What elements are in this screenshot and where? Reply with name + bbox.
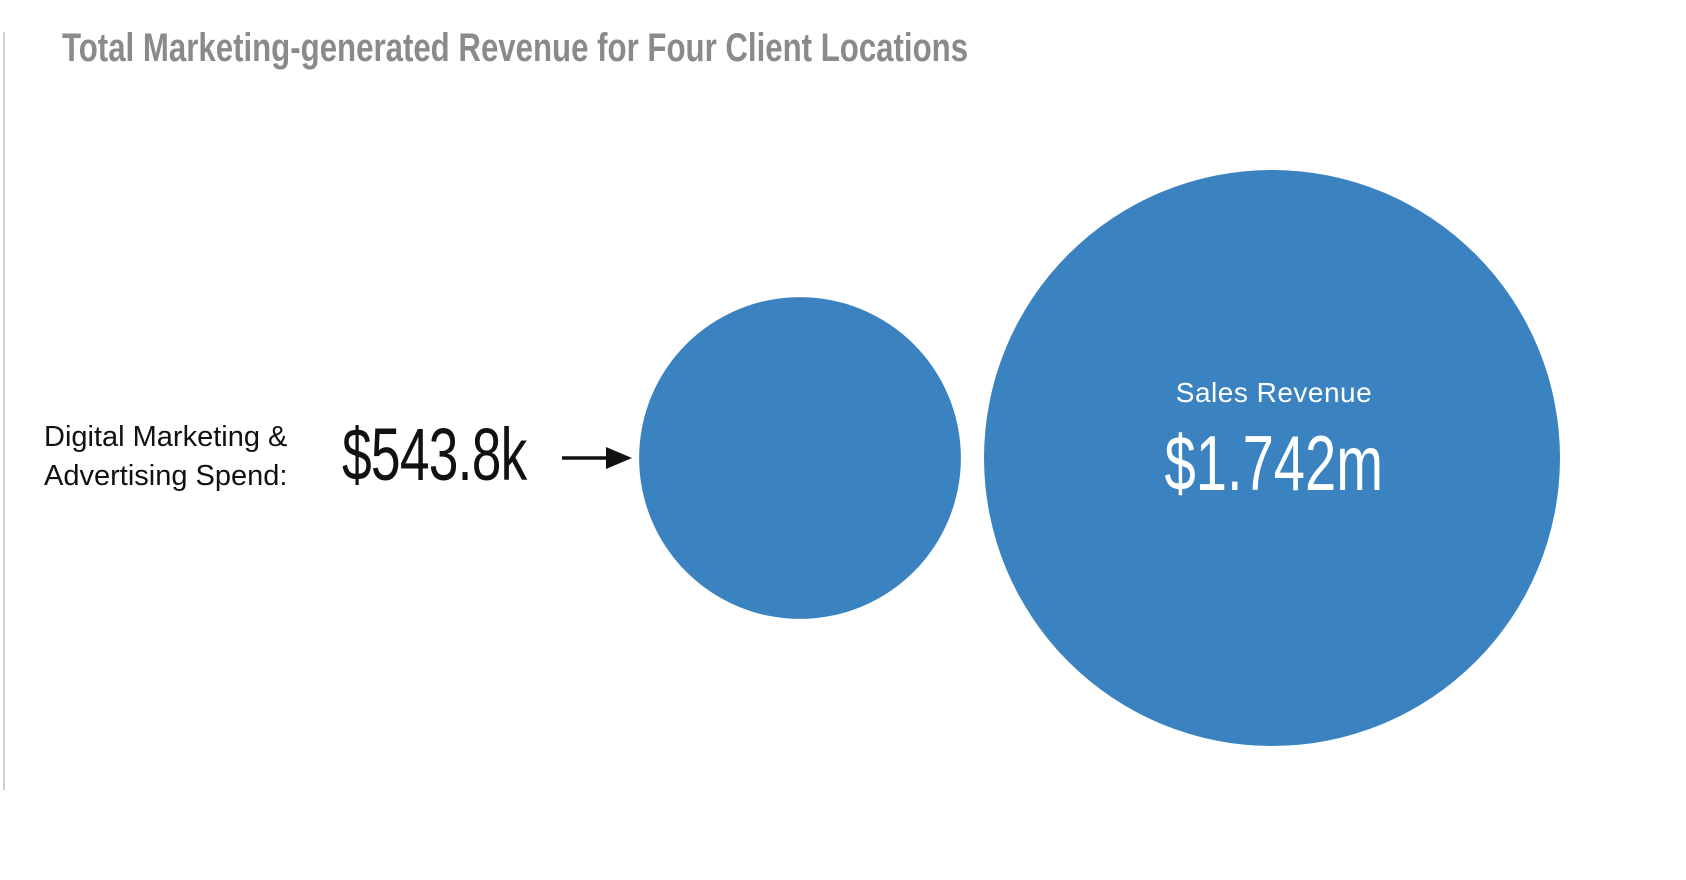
spend-label-line-2: Advertising Spend:: [44, 460, 288, 492]
chart-title: Total Marketing-generated Revenue for Fo…: [62, 26, 969, 70]
left-rule: [3, 32, 5, 790]
spend-label-line-1: Digital Marketing &: [44, 421, 288, 453]
arrow-icon: [562, 447, 632, 469]
bubble-sales-revenue: [984, 170, 1560, 746]
spend-value: $543.8k: [342, 413, 527, 496]
spend-label: Digital Marketing & Advertising Spend:: [44, 418, 287, 496]
bubble-marketing-spend: [639, 297, 961, 619]
sales-revenue-value: $1.742m: [1074, 418, 1474, 509]
sales-revenue-label: Sales Revenue: [1175, 377, 1373, 408]
sales-revenue-value-text: $1.742m: [1164, 419, 1384, 507]
